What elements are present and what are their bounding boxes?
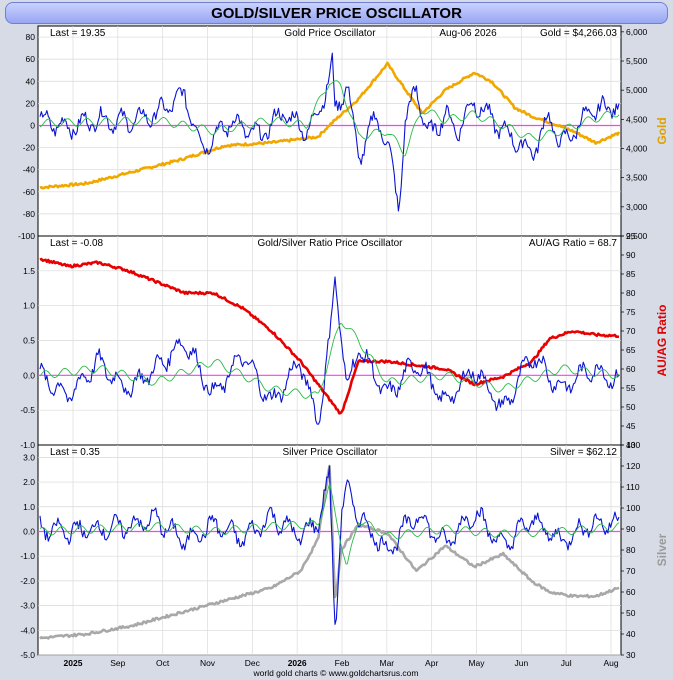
left-tick-label: -4.0 [20, 625, 35, 635]
panel-date: Aug-06 2026 [439, 28, 497, 39]
right-tick-label: 4,000 [626, 144, 648, 154]
panel-title: Gold Price Oscillator [284, 28, 376, 39]
left-tick-label: -2.0 [20, 576, 35, 586]
x-tick-label: Feb [335, 658, 350, 668]
series-line-oscillator [39, 465, 620, 625]
left-tick-label: -60 [23, 187, 36, 197]
right-tick-label: 95 [626, 231, 636, 241]
side-label: AU/AG Ratio [655, 305, 669, 377]
side-label: Silver [655, 533, 669, 566]
footer-credit: world gold charts © www.goldchartsrus.co… [253, 668, 419, 678]
right-tick-label: 70 [626, 326, 636, 336]
left-tick-label: 80 [26, 32, 36, 42]
right-tick-label: 40 [626, 440, 636, 450]
x-tick-label: Jul [561, 658, 572, 668]
right-tick-label: 70 [626, 566, 636, 576]
panel-title: Gold/Silver Ratio Price Oscillator [257, 238, 403, 249]
panel-gold [37, 25, 622, 237]
right-tick-label: 80 [626, 545, 636, 555]
x-tick-label: Apr [425, 658, 438, 668]
chart-title: GOLD/SILVER PRICE OSCILLATOR [5, 2, 668, 24]
left-tick-label: 0.0 [23, 370, 35, 380]
left-tick-label: -3.0 [20, 601, 35, 611]
x-tick-label: May [468, 658, 485, 668]
left-tick-label: -1.0 [20, 440, 35, 450]
left-tick-label: 1.0 [23, 301, 35, 311]
right-tick-label: 80 [626, 288, 636, 298]
series-line-oscillator [39, 276, 620, 425]
left-tick-label: 0.5 [23, 336, 35, 346]
right-tick-label: 100 [626, 503, 640, 513]
panel-last-value: Last = 19.35 [50, 28, 106, 39]
right-tick-label: 110 [626, 482, 640, 492]
left-tick-label: 1.0 [23, 502, 35, 512]
right-tick-label: 120 [626, 461, 640, 471]
left-tick-label: -0.5 [20, 405, 35, 415]
left-tick-label: -100 [18, 231, 35, 241]
right-tick-label: 130 [626, 440, 640, 450]
right-tick-label: 3,000 [626, 202, 648, 212]
series-line-au-ag-ratio [39, 257, 620, 415]
right-tick-label: 4,500 [626, 114, 648, 124]
panel-last-value: Last = 0.35 [50, 447, 100, 458]
panel-price: AU/AG Ratio = 68.7 [529, 238, 618, 249]
right-tick-label: 45 [626, 421, 636, 431]
right-tick-label: 40 [626, 629, 636, 639]
right-tick-label: 50 [626, 402, 636, 412]
right-tick-label: 90 [626, 250, 636, 260]
x-tick-label: Nov [200, 658, 216, 668]
x-tick-label: Sep [110, 658, 125, 668]
right-tick-label: 85 [626, 269, 636, 279]
x-tick-label: Aug [603, 658, 618, 668]
left-tick-label: -40 [23, 165, 36, 175]
left-tick-label: 1.5 [23, 266, 35, 276]
series-line-signal [39, 483, 620, 565]
series-line-signal [39, 322, 620, 399]
left-tick-label: -5.0 [20, 650, 35, 660]
x-tick-label: Jun [514, 658, 528, 668]
right-tick-label: 2,500 [626, 231, 648, 241]
left-tick-label: 0 [30, 120, 35, 130]
right-tick-label: 30 [626, 650, 636, 660]
right-tick-label: 55 [626, 383, 636, 393]
right-tick-label: 75 [626, 307, 636, 317]
x-tick-label: Oct [156, 658, 170, 668]
series-line-oscillator [39, 52, 620, 212]
x-tick-label: 2025 [64, 658, 83, 668]
left-tick-label: 60 [26, 54, 36, 64]
right-tick-label: 65 [626, 345, 636, 355]
right-tick-label: 3,500 [626, 173, 648, 183]
left-tick-label: 0.0 [23, 526, 35, 536]
right-tick-label: 5,500 [626, 56, 648, 66]
right-tick-label: 60 [626, 364, 636, 374]
right-tick-label: 6,000 [626, 27, 648, 37]
left-tick-label: -80 [23, 209, 36, 219]
left-tick-label: -1.0 [20, 551, 35, 561]
left-tick-label: -20 [23, 143, 36, 153]
side-label: Gold [655, 117, 669, 144]
panel-title: Silver Price Oscillator [282, 447, 378, 458]
x-tick-label: Dec [245, 658, 261, 668]
left-tick-label: 3.0 [23, 452, 35, 462]
panel-last-value: Last = -0.08 [50, 238, 104, 249]
right-tick-label: 50 [626, 608, 636, 618]
right-tick-label: 60 [626, 587, 636, 597]
x-tick-label: 2026 [288, 658, 307, 668]
x-tick-label: Mar [380, 658, 395, 668]
left-tick-label: 40 [26, 76, 36, 86]
left-tick-label: 2.0 [23, 477, 35, 487]
series-line-signal [39, 80, 620, 157]
panel-price: Gold = $4,266.03 [540, 28, 617, 39]
right-tick-label: 5,000 [626, 85, 648, 95]
left-tick-label: 20 [26, 98, 36, 108]
panel-price: Silver = $62.12 [550, 447, 617, 458]
series-line-gold [39, 61, 621, 190]
right-tick-label: 90 [626, 524, 636, 534]
